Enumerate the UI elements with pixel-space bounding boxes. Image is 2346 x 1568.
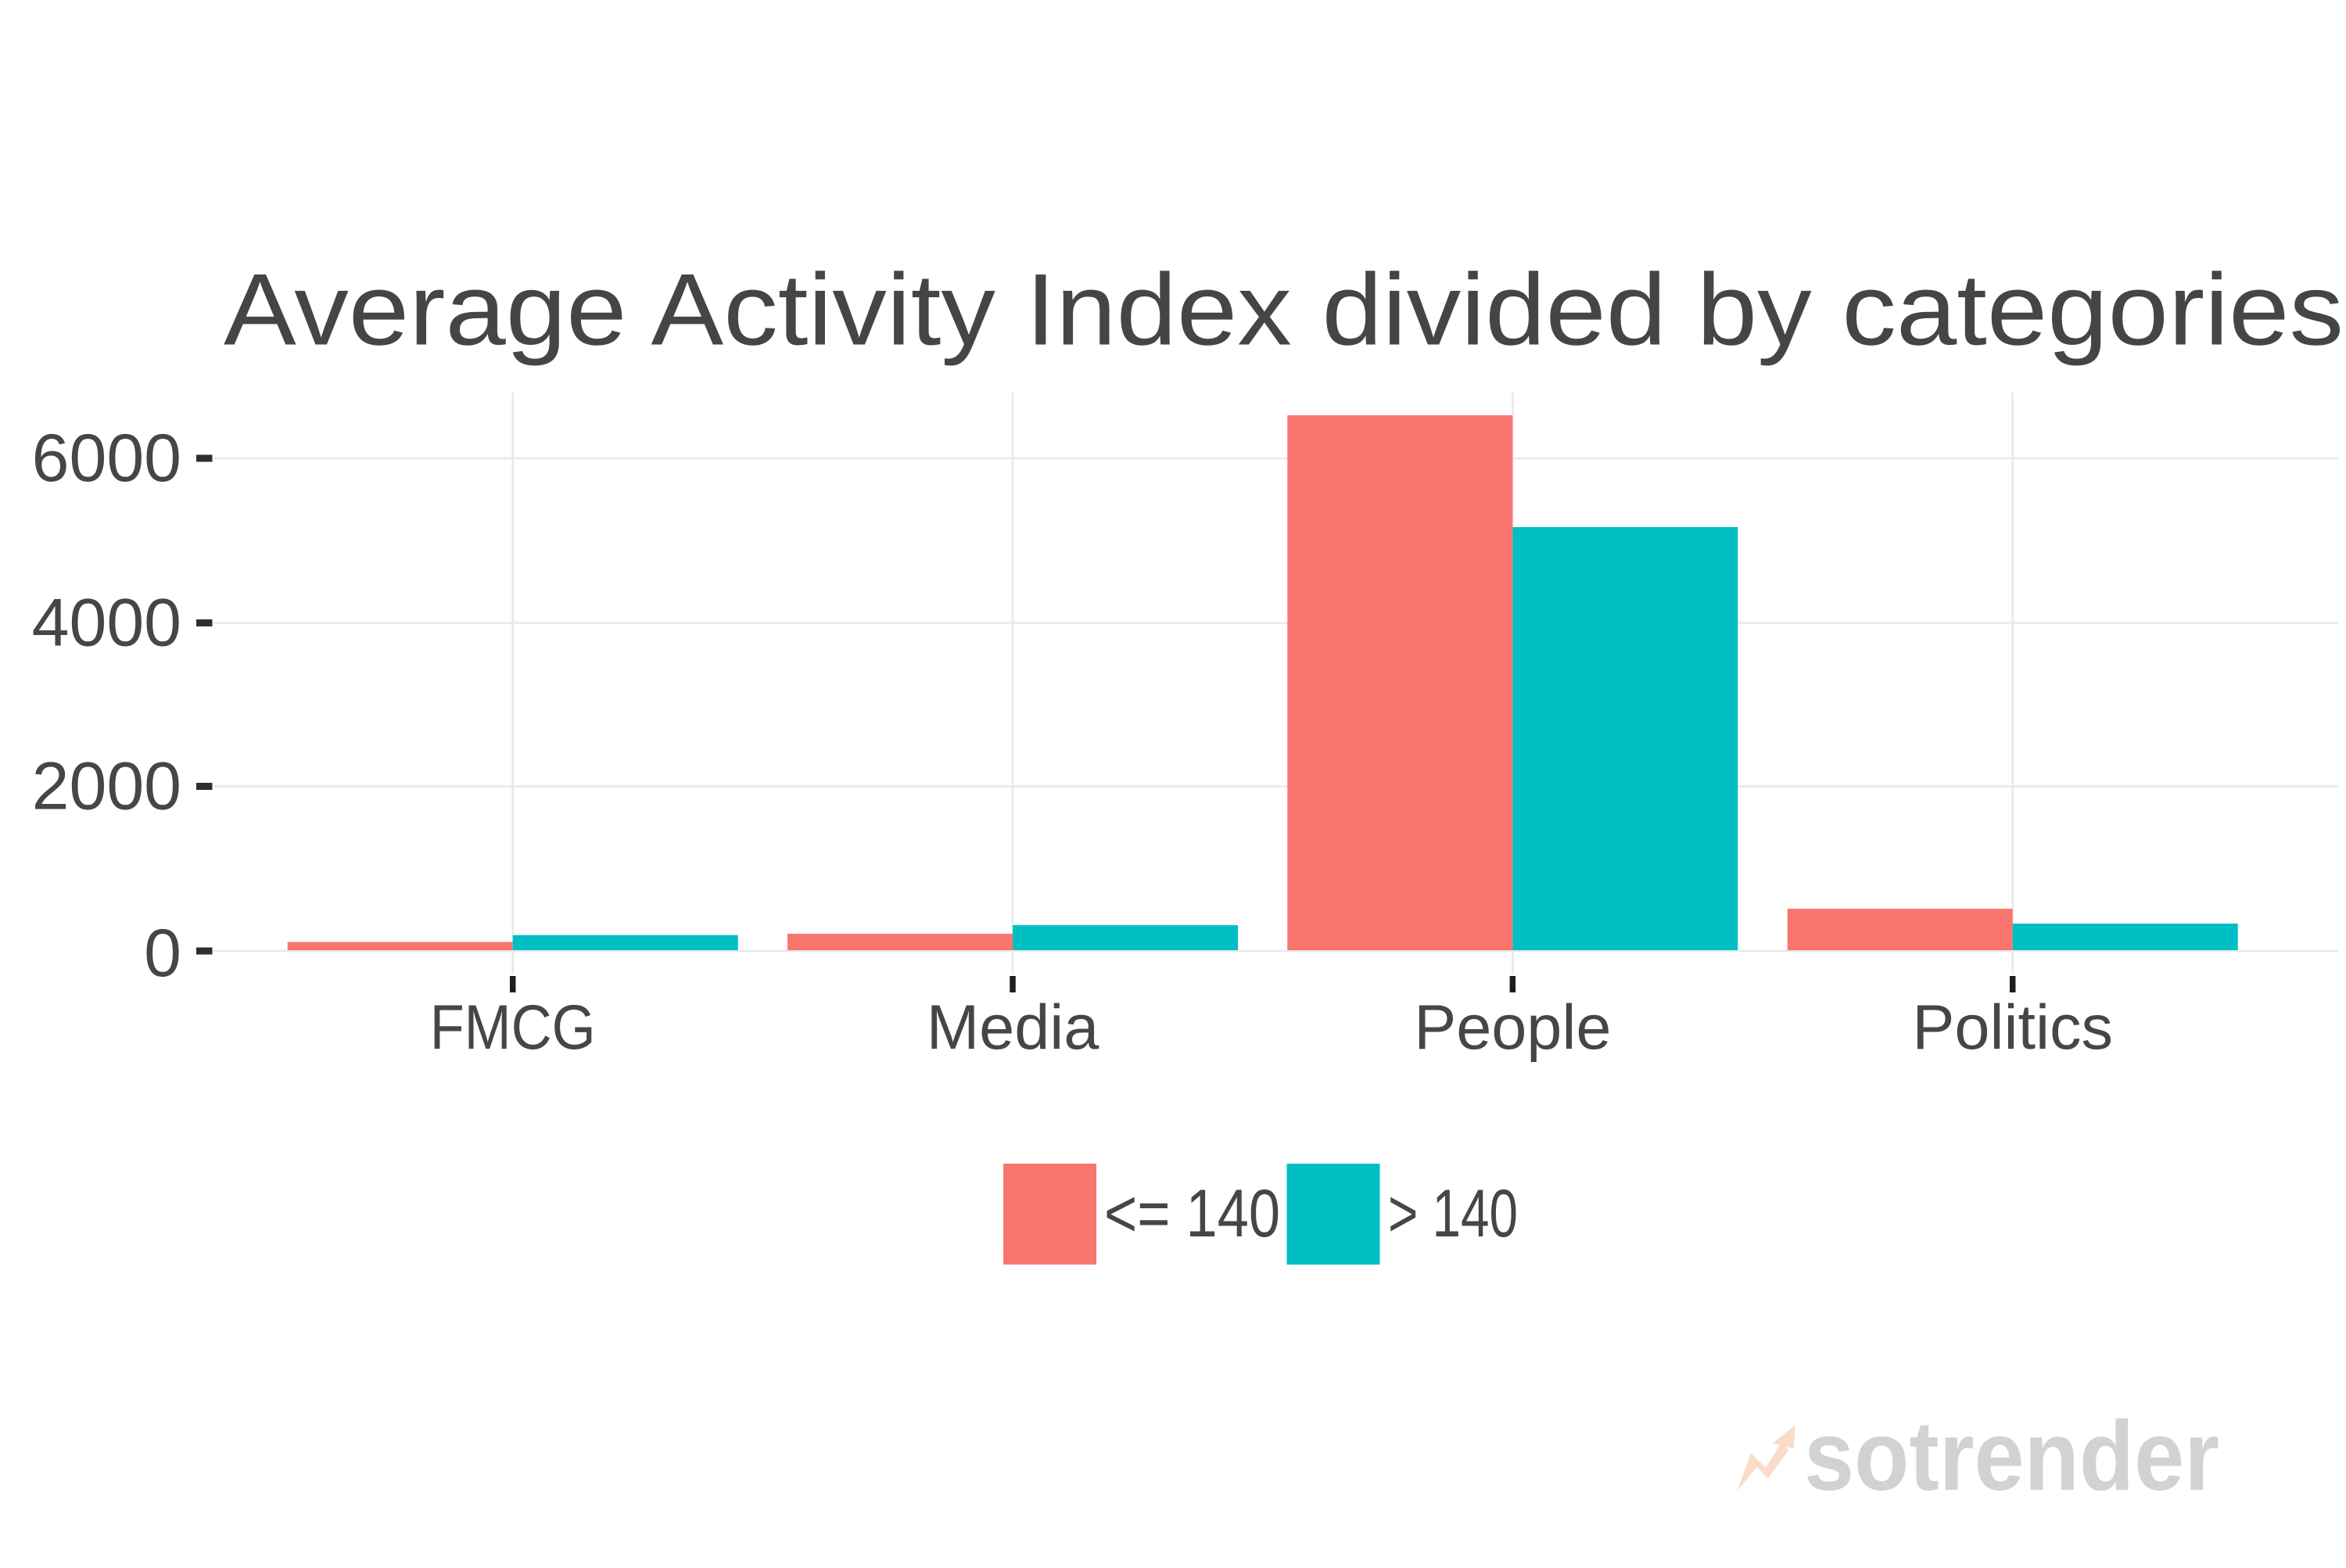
svg-text:0: 0 <box>144 916 181 991</box>
svg-text:> 140: > 140 <box>1388 1176 1518 1251</box>
svg-text:4000: 4000 <box>32 586 181 661</box>
svg-text:<= 140: <= 140 <box>1104 1176 1280 1251</box>
svg-text:FMCG: FMCG <box>430 992 596 1063</box>
svg-text:People: People <box>1414 992 1611 1063</box>
svg-text:2000: 2000 <box>32 749 181 824</box>
svg-text:Media: Media <box>927 992 1100 1063</box>
svg-text:6000: 6000 <box>32 421 181 496</box>
svg-text:Average Activity Index divided: Average Activity Index divided by catego… <box>224 253 2344 367</box>
svg-text:Politics: Politics <box>1912 992 2113 1063</box>
svg-text:sotrender: sotrender <box>1804 1401 2219 1511</box>
